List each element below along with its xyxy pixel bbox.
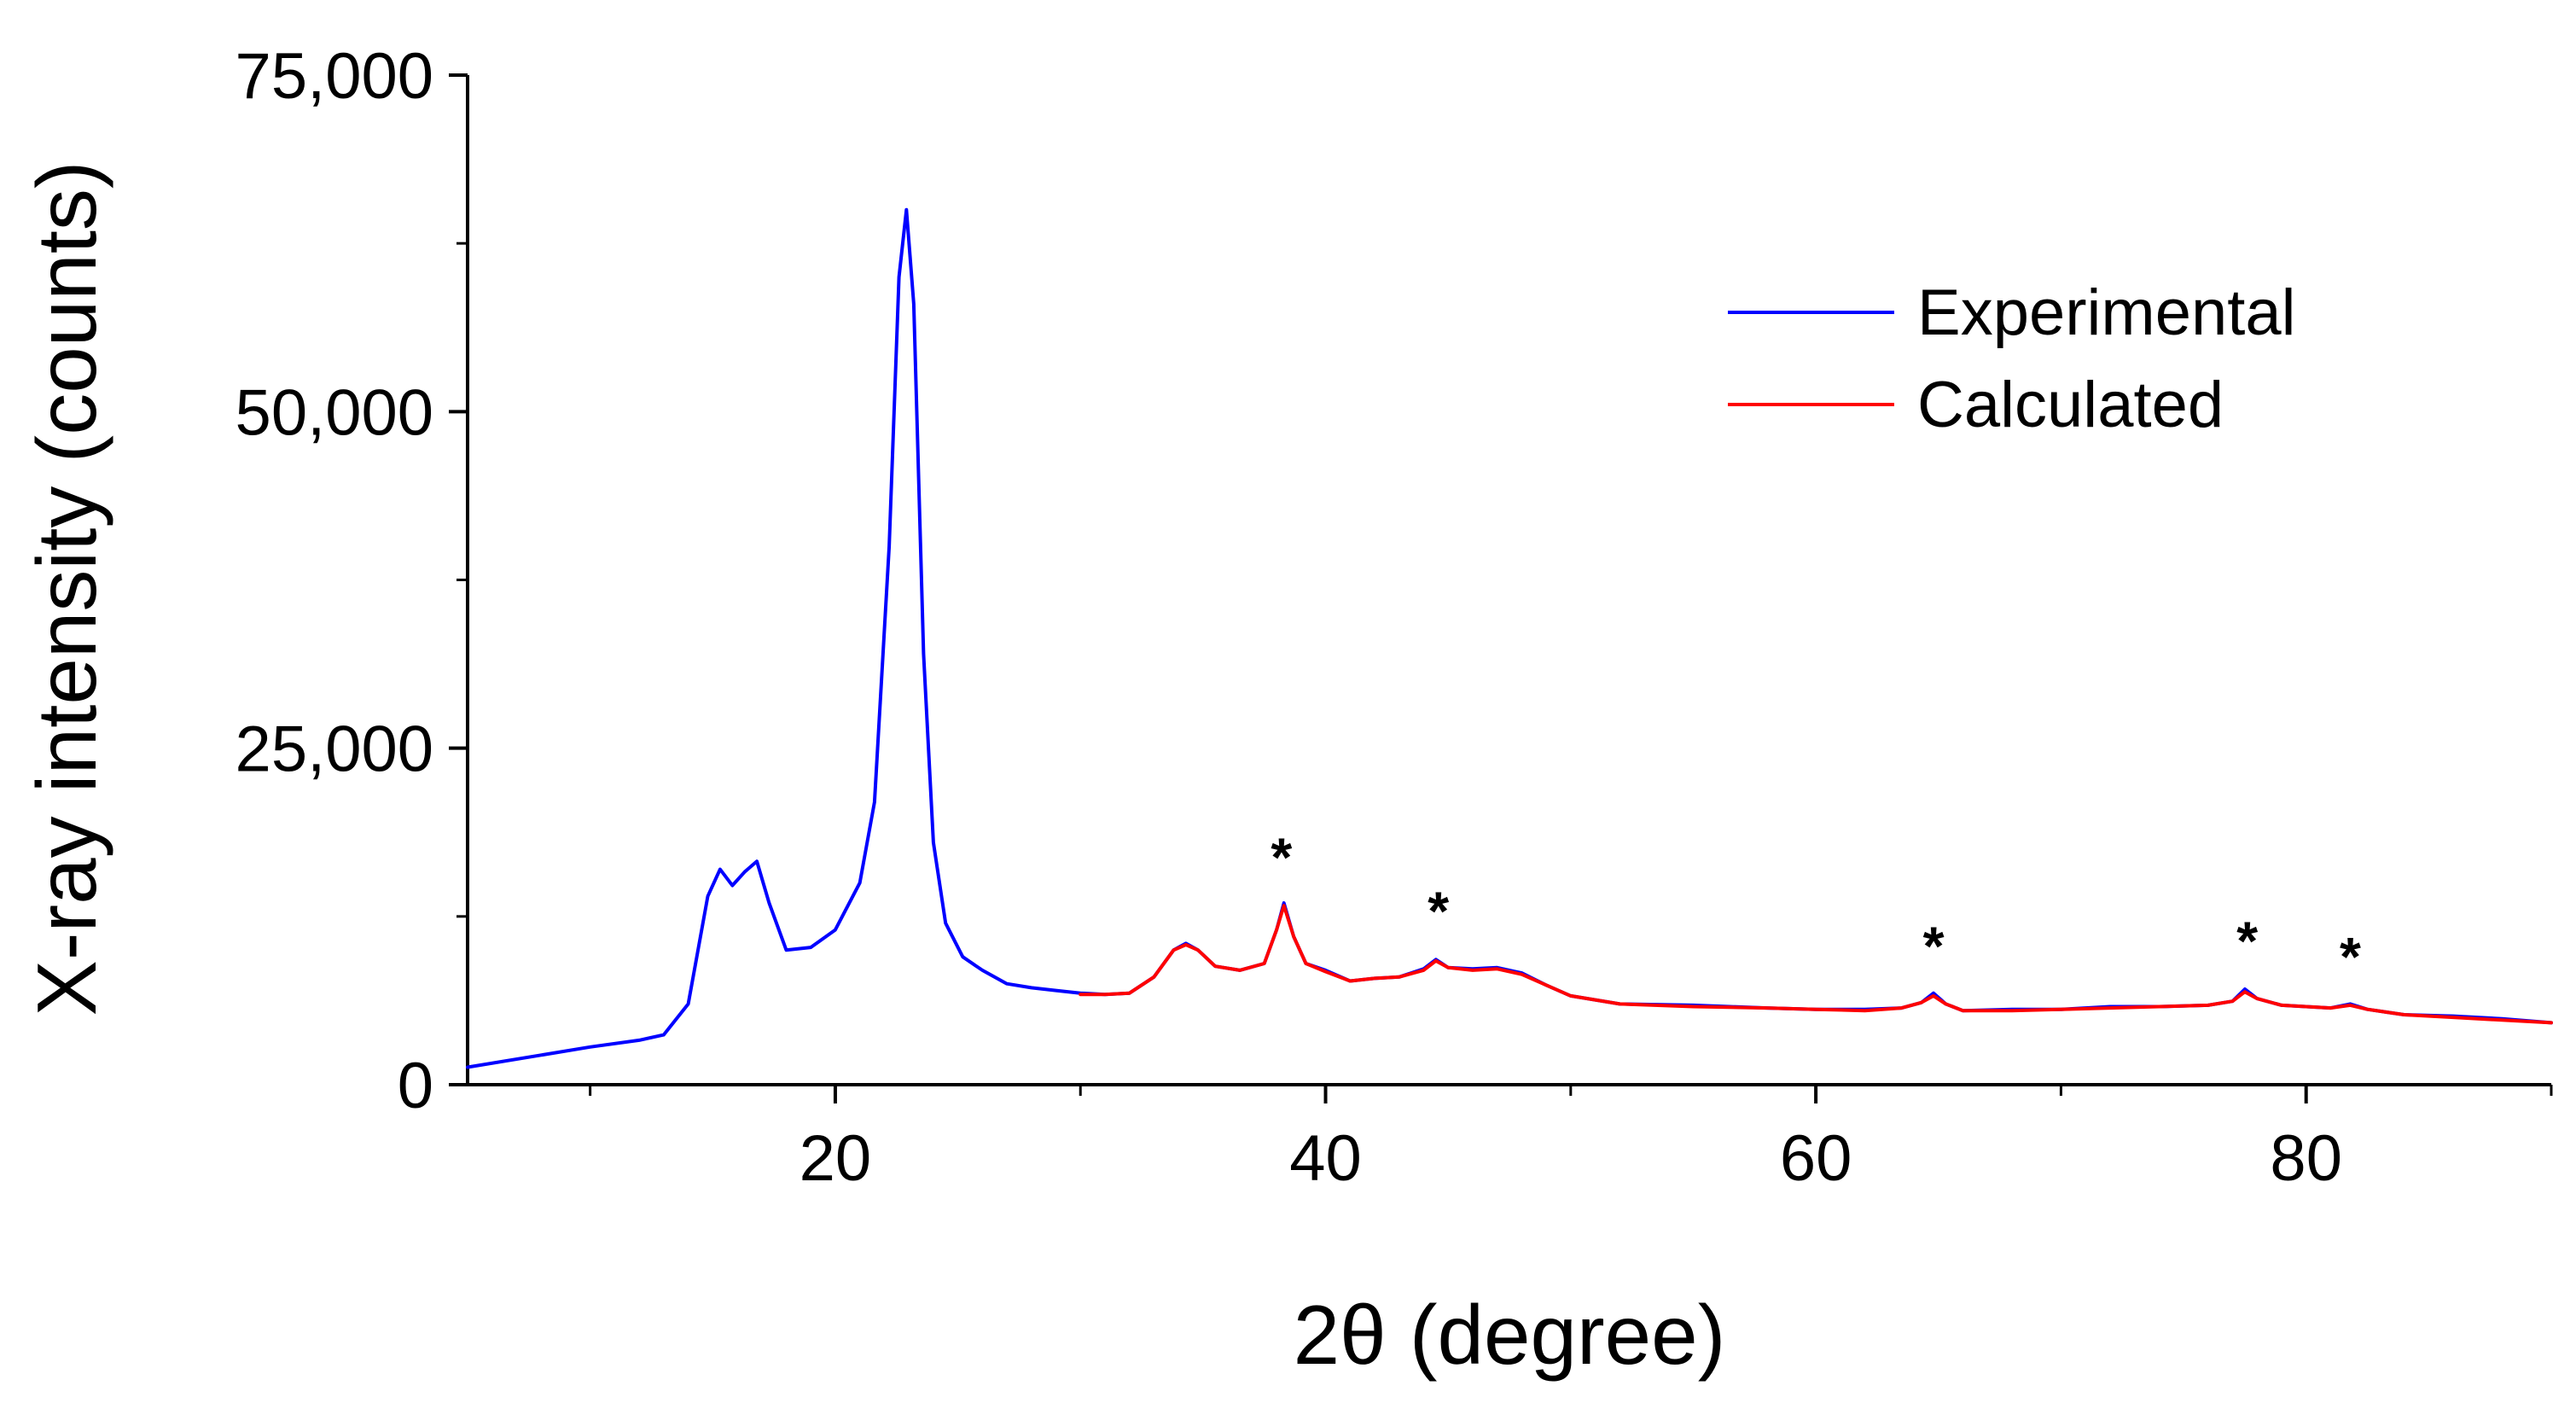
legend-label-calculated: Calculated	[1917, 369, 2224, 441]
legend-label-experimental: Experimental	[1917, 277, 2296, 349]
peak-marker: *	[1923, 916, 1945, 977]
y-tick-label: 25,000	[236, 713, 433, 786]
legend: Experimental Calculated	[1728, 277, 2296, 441]
x-tick-label: 80	[2270, 1122, 2342, 1195]
series-line-calculated	[1079, 904, 2553, 1025]
peak-marker: *	[2340, 926, 2361, 987]
peak-marker: *	[1271, 826, 1292, 888]
y-tick-label: 0	[398, 1050, 433, 1122]
x-tick-label: 40	[1289, 1122, 1362, 1195]
y-tick-label: 75,000	[236, 40, 433, 113]
y-tick-label: 50,000	[236, 376, 433, 449]
x-axis-title: 2θ (degree)	[1294, 1288, 1726, 1382]
x-tick-label: 20	[800, 1122, 872, 1195]
x-tick-label: 60	[1780, 1122, 1852, 1195]
peak-marker: *	[2236, 910, 2258, 971]
series-layer	[466, 207, 2553, 1069]
peak-marker: *	[1428, 881, 1449, 942]
y-axis-title: X-ray intensity (counts)	[20, 160, 113, 1016]
annotation-layer: * * * * *	[1271, 826, 2361, 987]
ticks: 20 40 60 80 0 25,000 50,000 75,000	[236, 40, 2553, 1195]
